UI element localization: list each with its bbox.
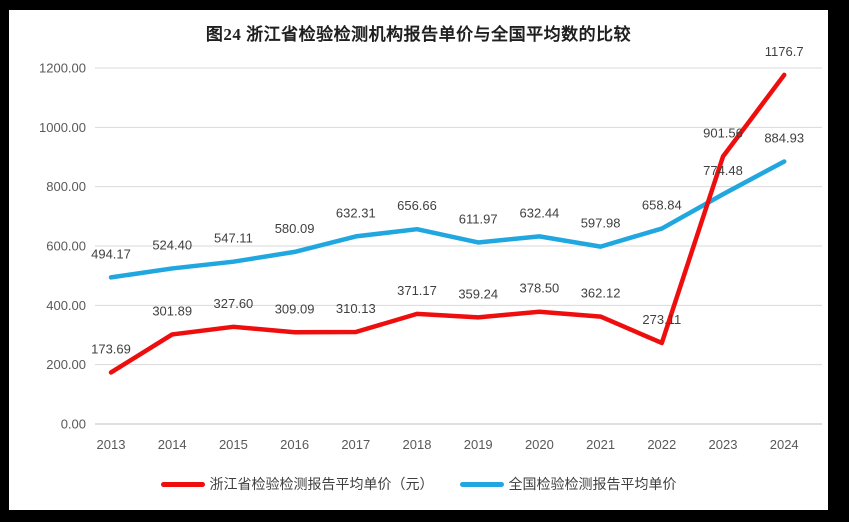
- y-tick-label: 200.00: [46, 357, 86, 372]
- data-label: 611.97: [459, 211, 498, 226]
- data-label: 656.66: [397, 198, 437, 213]
- legend-swatch-blue-line: [459, 481, 504, 487]
- y-tick-label: 400.00: [46, 298, 86, 313]
- x-tick-label: 2020: [525, 437, 554, 452]
- legend-label-zhejiang: 浙江省检验检测报告平均单价（元）: [209, 476, 434, 492]
- legend-item-zhejiang: 浙江省检验检测报告平均单价（元）: [160, 474, 434, 494]
- chart-title: 图24 浙江省检验检测机构报告单价与全国平均数的比较: [205, 25, 632, 44]
- data-label: 378.50: [520, 281, 560, 296]
- data-label: 580.09: [275, 221, 315, 236]
- data-label: 273.11: [642, 312, 681, 327]
- series-line-0: [108, 72, 787, 375]
- legend-item-national: 全国检验检测报告平均单价: [459, 474, 677, 494]
- y-tick-label: 600.00: [46, 239, 86, 254]
- y-tick-label: 800.00: [46, 179, 86, 194]
- x-tick-label: 2019: [464, 437, 493, 452]
- x-tick-label: 2023: [709, 437, 738, 452]
- chart-canvas: 图24 浙江省检验检测机构报告单价与全国平均数的比较 0.00 200.00 400…: [9, 10, 828, 510]
- data-label: 597.98: [581, 216, 621, 231]
- data-label: 310.13: [336, 301, 376, 316]
- legend-swatch-red-line: [160, 481, 205, 487]
- data-label: 547.11: [214, 231, 253, 246]
- x-tick-label: 2013: [97, 437, 126, 452]
- chart-legend: 浙江省检验检测报告平均单价（元） 全国检验检测报告平均单价: [9, 474, 828, 494]
- data-label: 309.09: [275, 301, 315, 316]
- data-label: 774.48: [703, 163, 743, 178]
- line-chart: 0.00 200.00 400.00 600.00 800.00 1000.00 1200.…: [39, 44, 822, 452]
- data-label: 632.44: [520, 205, 560, 220]
- series-line-1: [108, 159, 787, 280]
- data-label: 173.69: [91, 341, 131, 356]
- x-tick-label: 2017: [341, 437, 370, 452]
- x-tick-label: 2014: [158, 437, 187, 452]
- data-label: 362.12: [581, 286, 621, 301]
- x-tick-label: 2024: [770, 437, 799, 452]
- legend-label-national: 全国检验检测报告平均单价: [508, 476, 677, 492]
- y-tick-label: 0.00: [61, 417, 86, 432]
- data-label: 658.84: [642, 198, 682, 213]
- y-tick-label: 1200.00: [39, 61, 86, 76]
- x-tick-label: 2022: [647, 437, 676, 452]
- data-label: 327.60: [214, 296, 254, 311]
- data-label: 884.93: [764, 130, 804, 145]
- data-label: 632.31: [336, 205, 376, 220]
- x-tick-label: 2015: [219, 437, 248, 452]
- data-label: 301.89: [152, 303, 192, 318]
- x-tick-label: 2021: [586, 437, 615, 452]
- x-tick-label: 2018: [403, 437, 432, 452]
- data-label: 359.24: [458, 286, 498, 301]
- data-label: 524.40: [152, 237, 192, 252]
- y-tick-label: 1000.00: [39, 120, 86, 135]
- data-label: 371.17: [397, 283, 437, 298]
- data-label: 1176.7: [765, 44, 804, 59]
- data-label: 494.17: [91, 246, 131, 261]
- data-label: 901.56: [703, 126, 743, 141]
- x-tick-label: 2016: [280, 437, 309, 452]
